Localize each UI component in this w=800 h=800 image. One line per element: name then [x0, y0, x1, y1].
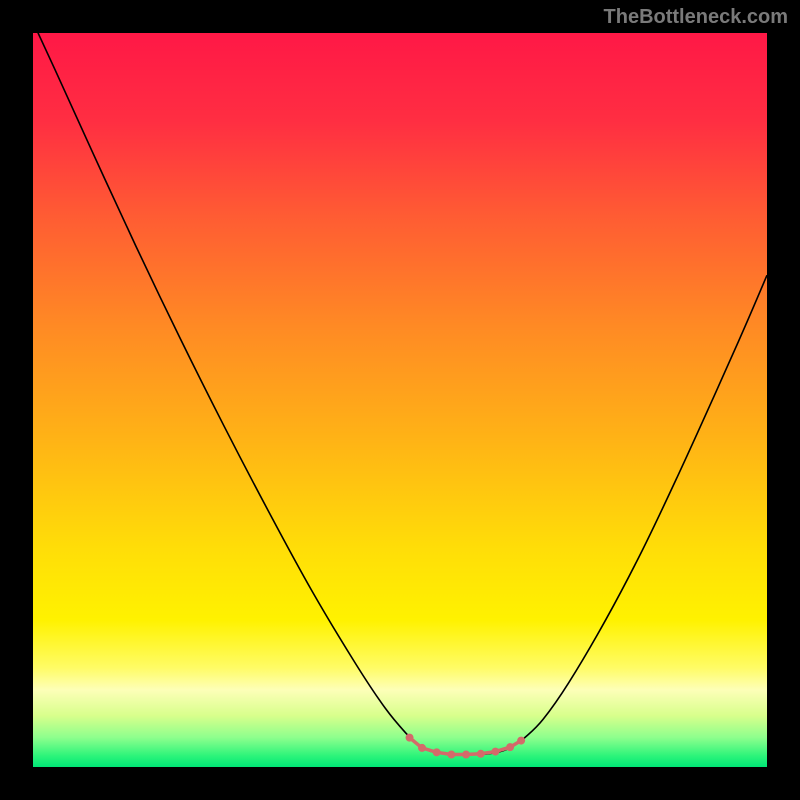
marker-dot [406, 734, 414, 742]
marker-dot [506, 743, 514, 751]
chart-container: TheBottleneck.com [0, 0, 800, 800]
marker-dot [517, 737, 525, 745]
watermark-text: TheBottleneck.com [604, 6, 788, 29]
chart-svg [0, 0, 800, 800]
marker-dot [447, 751, 455, 759]
marker-dot [491, 748, 499, 756]
marker-dot [462, 751, 470, 759]
marker-dot [418, 744, 426, 752]
marker-dot [433, 748, 441, 756]
plot-background [33, 33, 767, 767]
marker-dot [477, 750, 485, 758]
